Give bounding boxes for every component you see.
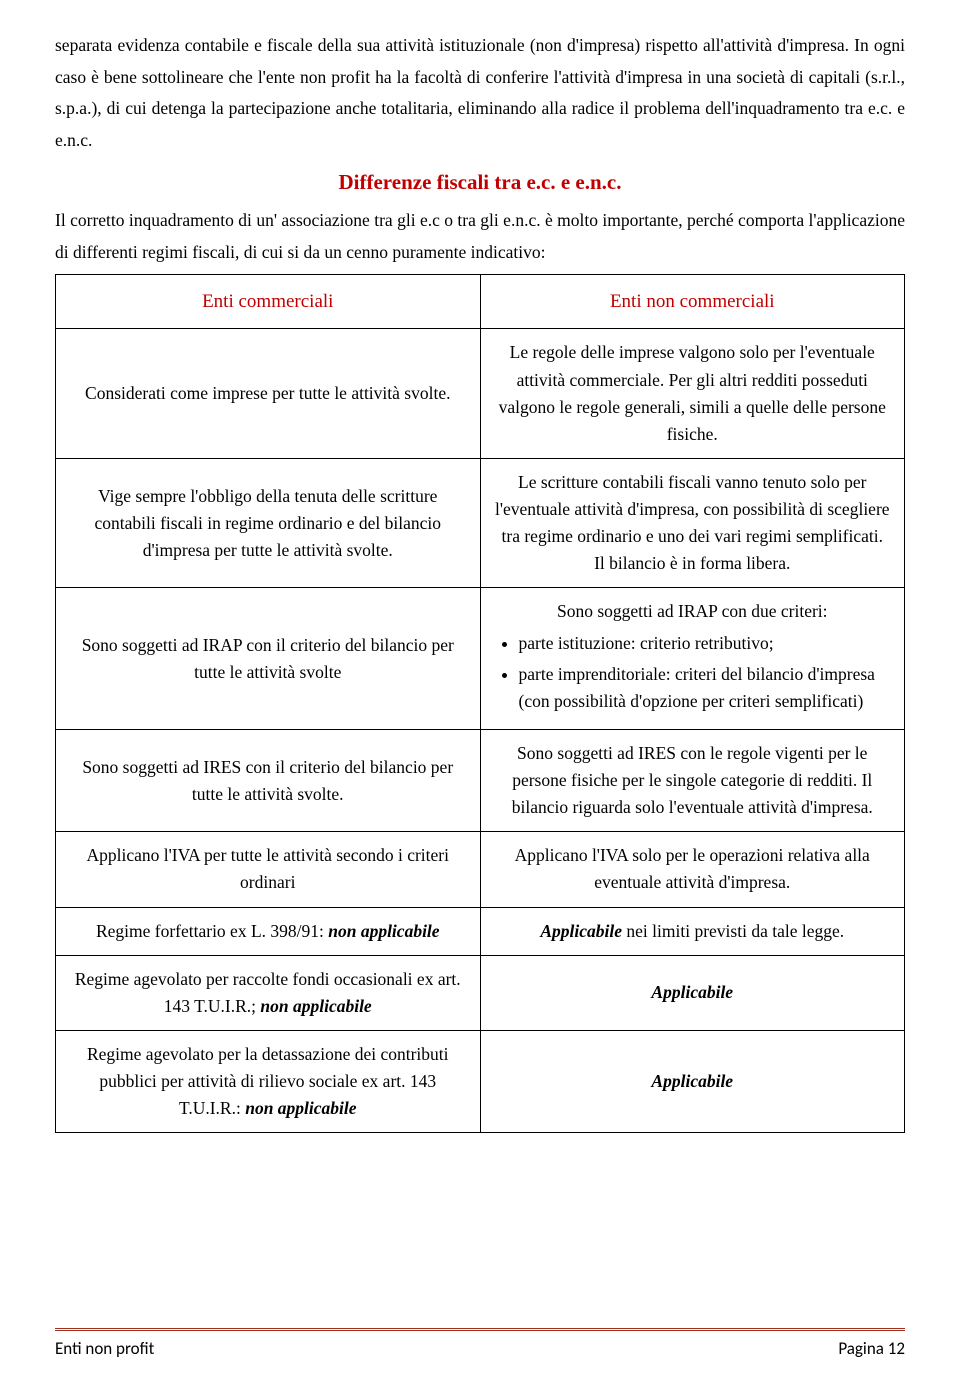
table-row: Regime agevolato per la detassazione dei… — [56, 1030, 905, 1132]
table-header-row: Enti commerciali Enti non commerciali — [56, 275, 905, 329]
cell-right: Sono soggetti ad IRAP con due criteri: p… — [480, 588, 905, 730]
cell-left: Regime forfettario ex L. 398/91: non app… — [56, 907, 481, 955]
cell-right: Sono soggetti ad IRES con le regole vige… — [480, 729, 905, 831]
cell-text: Le scritture contabili fiscali vanno ten… — [495, 472, 890, 546]
footer-right: Pagina 12 — [838, 1338, 905, 1359]
cell-em: Applicabile — [651, 1071, 733, 1091]
table-row: Vige sempre l'obbligo della tenuta delle… — [56, 458, 905, 588]
cell-right: Le scritture contabili fiscali vanno ten… — [480, 458, 905, 588]
footer-rule — [55, 1328, 905, 1332]
cell-left: Applicano l'IVA per tutte le attività se… — [56, 832, 481, 907]
table-row: Considerati come imprese per tutte le at… — [56, 329, 905, 459]
table-row: Sono soggetti ad IRAP con il criterio de… — [56, 588, 905, 730]
footer-content: Enti non profit Pagina 12 — [55, 1338, 905, 1359]
cell-em: non applicabile — [328, 921, 439, 941]
cell-em: non applicabile — [260, 996, 371, 1016]
cell-right: Applicano l'IVA solo per le operazioni r… — [480, 832, 905, 907]
cell-right: Applicabile — [480, 955, 905, 1030]
cell-left: Regime agevolato per raccolte fondi occa… — [56, 955, 481, 1030]
page-footer: Enti non profit Pagina 12 — [55, 1328, 905, 1359]
table-row: Sono soggetti ad IRES con il criterio de… — [56, 729, 905, 831]
cell-left: Sono soggetti ad IRES con il criterio de… — [56, 729, 481, 831]
cell-right: Le regole delle imprese valgono solo per… — [480, 329, 905, 459]
cell-text: Il bilancio è in forma libera. — [594, 553, 790, 573]
footer-left: Enti non profit — [55, 1338, 154, 1359]
cell-left: Sono soggetti ad IRAP con il criterio de… — [56, 588, 481, 730]
cell-left: Vige sempre l'obbligo della tenuta delle… — [56, 458, 481, 588]
table-row: Regime agevolato per raccolte fondi occa… — [56, 955, 905, 1030]
table-row: Regime forfettario ex L. 398/91: non app… — [56, 907, 905, 955]
cell-left: Considerati come imprese per tutte le at… — [56, 329, 481, 459]
cell-right: Applicabile nei limiti previsti da tale … — [480, 907, 905, 955]
cell-left: Regime agevolato per la detassazione dei… — [56, 1030, 481, 1132]
list-item: parte imprenditoriale: criteri del bilan… — [519, 661, 893, 715]
list-item: parte istituzione: criterio retributivo; — [519, 630, 893, 657]
section-heading: Differenze fiscali tra e.c. e e.n.c. — [55, 170, 905, 195]
intro-paragraph: separata evidenza contabile e fiscale de… — [55, 30, 905, 156]
cell-em: Applicabile — [651, 982, 733, 1002]
comparison-table: Enti commerciali Enti non commerciali Co… — [55, 274, 905, 1133]
cell-list: parte istituzione: criterio retributivo;… — [493, 630, 893, 715]
cell-right: Applicabile — [480, 1030, 905, 1132]
cell-text: nei limiti previsti da tale legge. — [622, 921, 844, 941]
header-right: Enti non commerciali — [480, 275, 905, 329]
cell-em: non applicabile — [245, 1098, 356, 1118]
cell-text: Regime forfettario ex L. 398/91: — [96, 921, 328, 941]
table-row: Applicano l'IVA per tutte le attività se… — [56, 832, 905, 907]
cell-intro: Sono soggetti ad IRAP con due criteri: — [493, 598, 893, 625]
post-heading-paragraph: Il corretto inquadramento di un' associa… — [55, 205, 905, 268]
header-left: Enti commerciali — [56, 275, 481, 329]
cell-em: Applicabile — [540, 921, 622, 941]
